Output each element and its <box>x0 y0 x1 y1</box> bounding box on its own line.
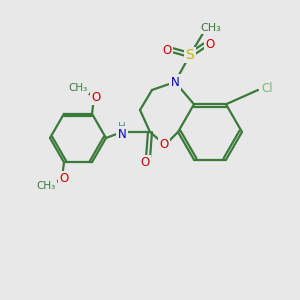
Text: N: N <box>171 76 179 88</box>
Text: CH₃: CH₃ <box>68 83 88 93</box>
Text: O: O <box>206 38 214 52</box>
Text: S: S <box>186 48 194 62</box>
Text: H: H <box>118 122 126 132</box>
Text: O: O <box>92 91 100 104</box>
Text: O: O <box>59 172 69 185</box>
Text: CH₃: CH₃ <box>201 23 221 33</box>
Text: CH₃: CH₃ <box>36 181 56 191</box>
Text: O: O <box>159 139 169 152</box>
Text: O: O <box>140 157 150 169</box>
Text: N: N <box>118 128 126 140</box>
Text: O: O <box>162 44 172 56</box>
Text: Cl: Cl <box>261 82 273 94</box>
